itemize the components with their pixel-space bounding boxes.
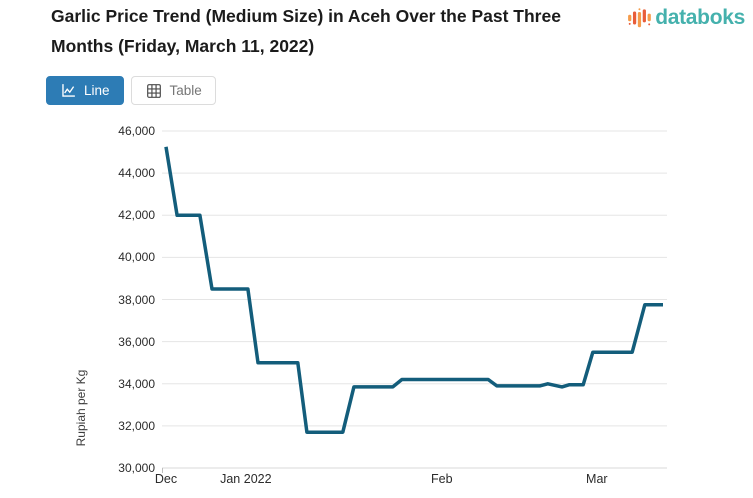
x-tick-label: Mar — [586, 472, 608, 486]
y-tick-label: 30,000 — [118, 461, 155, 475]
page-title: Garlic Price Trend (Medium Size) in Aceh… — [51, 6, 561, 56]
x-tick-label: Feb — [430, 472, 453, 486]
y-tick-label: 32,000 — [118, 418, 155, 433]
table-view-button[interactable]: Table — [130, 76, 216, 105]
x-tick-label: Dec — [154, 472, 178, 486]
databoks-logo-icon — [627, 5, 653, 31]
price-line[interactable] — [164, 146, 663, 434]
y-tick-label: 46,000 — [118, 124, 155, 138]
y-tick-label: 34,000 — [118, 376, 155, 391]
plot-area[interactable] — [162, 120, 671, 476]
y-tick-label: 44,000 — [118, 166, 155, 181]
price-trend-chart: Rupiah per Kg 46,000 44,000 42,000 40,000 38… — [0, 115, 753, 498]
chart-view-toolbar: Line Table — [46, 76, 216, 105]
table-icon — [145, 82, 163, 100]
line-chart-icon — [60, 82, 77, 99]
line-view-button[interactable]: Line — [46, 76, 124, 105]
y-tick-label: 36,000 — [118, 334, 155, 349]
y-tick-label: 38,000 — [118, 292, 155, 307]
y-tick-label: 40,000 — [118, 250, 155, 265]
x-tick-label: Jan 2022 — [220, 472, 272, 486]
databoks-logo[interactable]: databoks — [627, 5, 745, 31]
line-view-label: Line — [84, 83, 110, 98]
table-view-label: Table — [169, 83, 202, 98]
y-tick-label: 42,000 — [118, 208, 155, 223]
databoks-logo-text: databoks — [655, 6, 745, 29]
